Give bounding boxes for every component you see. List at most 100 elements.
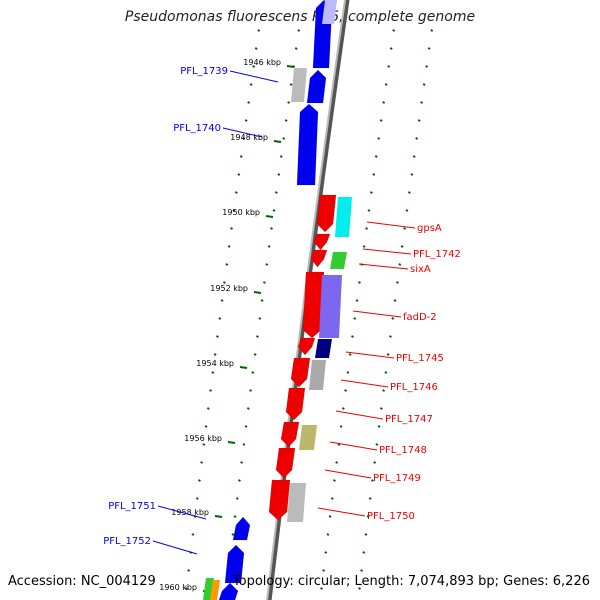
gene-arrow <box>316 194 337 233</box>
gene-arrow <box>296 103 319 186</box>
inner-track-dot <box>233 515 237 518</box>
outer-left-dot <box>211 371 215 374</box>
far-right-dot <box>410 173 414 176</box>
outer-left-dot <box>206 407 210 410</box>
gene-label-left: PFL_1739 <box>180 66 228 77</box>
cog-box <box>315 339 332 358</box>
far-right-dot <box>366 515 370 518</box>
inner-track-dot <box>287 101 291 104</box>
outer-right-dot <box>332 479 336 482</box>
outer-right-dot <box>355 299 359 302</box>
outer-right-dot <box>341 407 345 410</box>
outer-left-dot <box>213 353 217 356</box>
inner-track-dot <box>284 119 288 122</box>
gene-label-right: PFL_1750 <box>367 511 415 522</box>
inner-track-dot <box>262 281 266 284</box>
gene-arrow <box>297 337 316 356</box>
cog-box <box>322 0 337 24</box>
outer-right-dot <box>362 245 366 248</box>
leader-line <box>152 540 198 555</box>
outer-left-dot <box>191 533 195 536</box>
kbp-tick-label: 1948 kbp <box>230 133 268 142</box>
outer-left-dot <box>204 425 208 428</box>
far-right-dot <box>391 317 395 320</box>
gene-arrow <box>285 387 306 421</box>
kbp-tick-label: 1956 kbp <box>184 434 222 443</box>
kbp-tick-label: 1950 kbp <box>222 208 260 217</box>
gene-label-right: sixA <box>410 264 431 275</box>
outer-right-dot <box>384 83 388 86</box>
gene-label-right: PFL_1742 <box>413 249 461 260</box>
gene-arrow <box>310 249 328 268</box>
outer-right-dot <box>369 191 373 194</box>
outer-left-dot <box>225 263 229 266</box>
kbp-tick-mark <box>273 140 282 143</box>
gene-arrow <box>224 544 245 584</box>
outer-left-dot <box>218 317 222 320</box>
outer-right-dot <box>365 227 368 230</box>
inner-track-dot <box>272 209 276 212</box>
kbp-tick-mark <box>214 515 223 518</box>
outer-left-dot <box>234 191 238 194</box>
outer-left-dot <box>195 497 199 500</box>
leader-line <box>317 507 366 517</box>
far-right-dot <box>415 137 419 140</box>
far-right-dot <box>427 47 431 50</box>
cog-box <box>287 483 306 522</box>
far-right-dot <box>430 29 434 32</box>
outer-left-dot <box>222 281 226 284</box>
far-right-dot <box>412 155 416 158</box>
gene-label-right: gpsA <box>417 223 442 234</box>
outer-right-dot <box>339 425 343 428</box>
inner-track-dot <box>249 389 253 392</box>
outer-right-dot <box>367 209 371 212</box>
cog-box <box>330 252 347 269</box>
leader-line <box>345 351 395 359</box>
kbp-tick-label: 1952 kbp <box>210 284 248 293</box>
outer-left-dot <box>215 335 219 338</box>
gene-labels: PFL_1739 PFL_1740 PFL_1751 PFL_1752 gpsA PFL_… <box>103 66 461 555</box>
inner-track-dot <box>297 29 301 32</box>
inner-track-dot <box>258 317 262 320</box>
outer-left-dot <box>244 119 248 122</box>
inner-track-dot <box>274 191 278 194</box>
outer-left-dot <box>249 83 253 86</box>
outer-left-dot <box>230 227 233 230</box>
outer-right-dot <box>392 29 396 32</box>
leader-line <box>222 127 263 138</box>
far-right-dot <box>403 227 406 230</box>
far-right-dot <box>400 245 404 248</box>
outer-left-dot <box>239 155 243 158</box>
kbp-tick-mark <box>265 215 274 218</box>
kbp-tick-mark <box>239 366 248 369</box>
kbp-tick-label: 1954 kbp <box>196 359 234 368</box>
gene-label-right: PFL_1746 <box>390 382 438 393</box>
cog-box <box>335 197 352 237</box>
kbp-tick-mark <box>286 65 295 68</box>
gene-arrow <box>280 421 300 448</box>
gene-label-right: PFL_1745 <box>396 353 444 364</box>
far-right-dot <box>364 533 368 536</box>
outer-right-dot <box>322 569 326 572</box>
far-right-dot <box>384 371 388 374</box>
gene-arrow <box>275 447 296 479</box>
far-right-dot <box>398 263 402 266</box>
outer-right-dot <box>350 335 354 338</box>
inner-track-dot <box>279 155 283 158</box>
inner-track-dot <box>246 407 250 410</box>
outer-left-dot <box>232 209 236 212</box>
outer-right-dot <box>330 497 334 500</box>
inner-track-dot <box>237 479 241 482</box>
far-right-dot <box>373 461 377 464</box>
kbp-tick-label: 1958 kbp <box>171 508 209 517</box>
far-right-dot <box>386 353 390 356</box>
far-right-dot <box>358 587 361 590</box>
inner-track-dot <box>235 497 239 500</box>
outer-right-dot <box>337 443 341 446</box>
far-right-dot <box>405 209 409 212</box>
gene-label-right: fadD-2 <box>403 312 437 323</box>
far-right-dot <box>395 281 399 284</box>
leader-line <box>157 505 207 520</box>
outer-right-dot <box>357 281 361 284</box>
outer-right-dot <box>348 353 352 356</box>
